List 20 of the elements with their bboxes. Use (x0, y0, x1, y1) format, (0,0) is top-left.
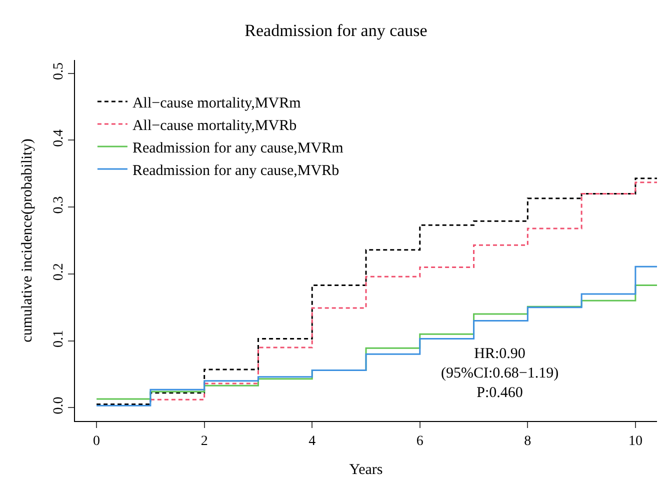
x-tick-label: 10 (628, 434, 642, 449)
x-tick-label: 0 (93, 434, 100, 449)
legend-label: Readmission for any cause,MVRm (132, 140, 344, 156)
legend-label: Readmission for any cause,MVRb (132, 162, 340, 179)
x-tick-label: 8 (524, 434, 532, 449)
legend-label: All−cause mortality,MVRb (132, 118, 297, 134)
y-tick-label: 0.4 (51, 129, 66, 147)
y-tick-label: 0.5 (51, 62, 66, 80)
x-tick-label: 2 (200, 434, 208, 449)
y-tick-label: 0.0 (51, 396, 66, 414)
legend-label: All−cause mortality,MVRm (132, 95, 302, 112)
x-tick-label: 4 (308, 434, 316, 449)
annotation: HR:0.90 (95%CI:0.68−1.19) P:0.460 (441, 346, 559, 401)
chart-title: Readmission for any cause (244, 21, 428, 40)
y-tick-label: 0.3 (51, 196, 66, 214)
y-tick-label: 0.1 (51, 330, 66, 348)
y-axis-title: cumulative incidence(probability) (20, 138, 36, 342)
y-tick-label: 0.2 (51, 263, 66, 281)
x-axis-title: Years (349, 462, 383, 478)
x-tick-label: 6 (416, 434, 424, 449)
